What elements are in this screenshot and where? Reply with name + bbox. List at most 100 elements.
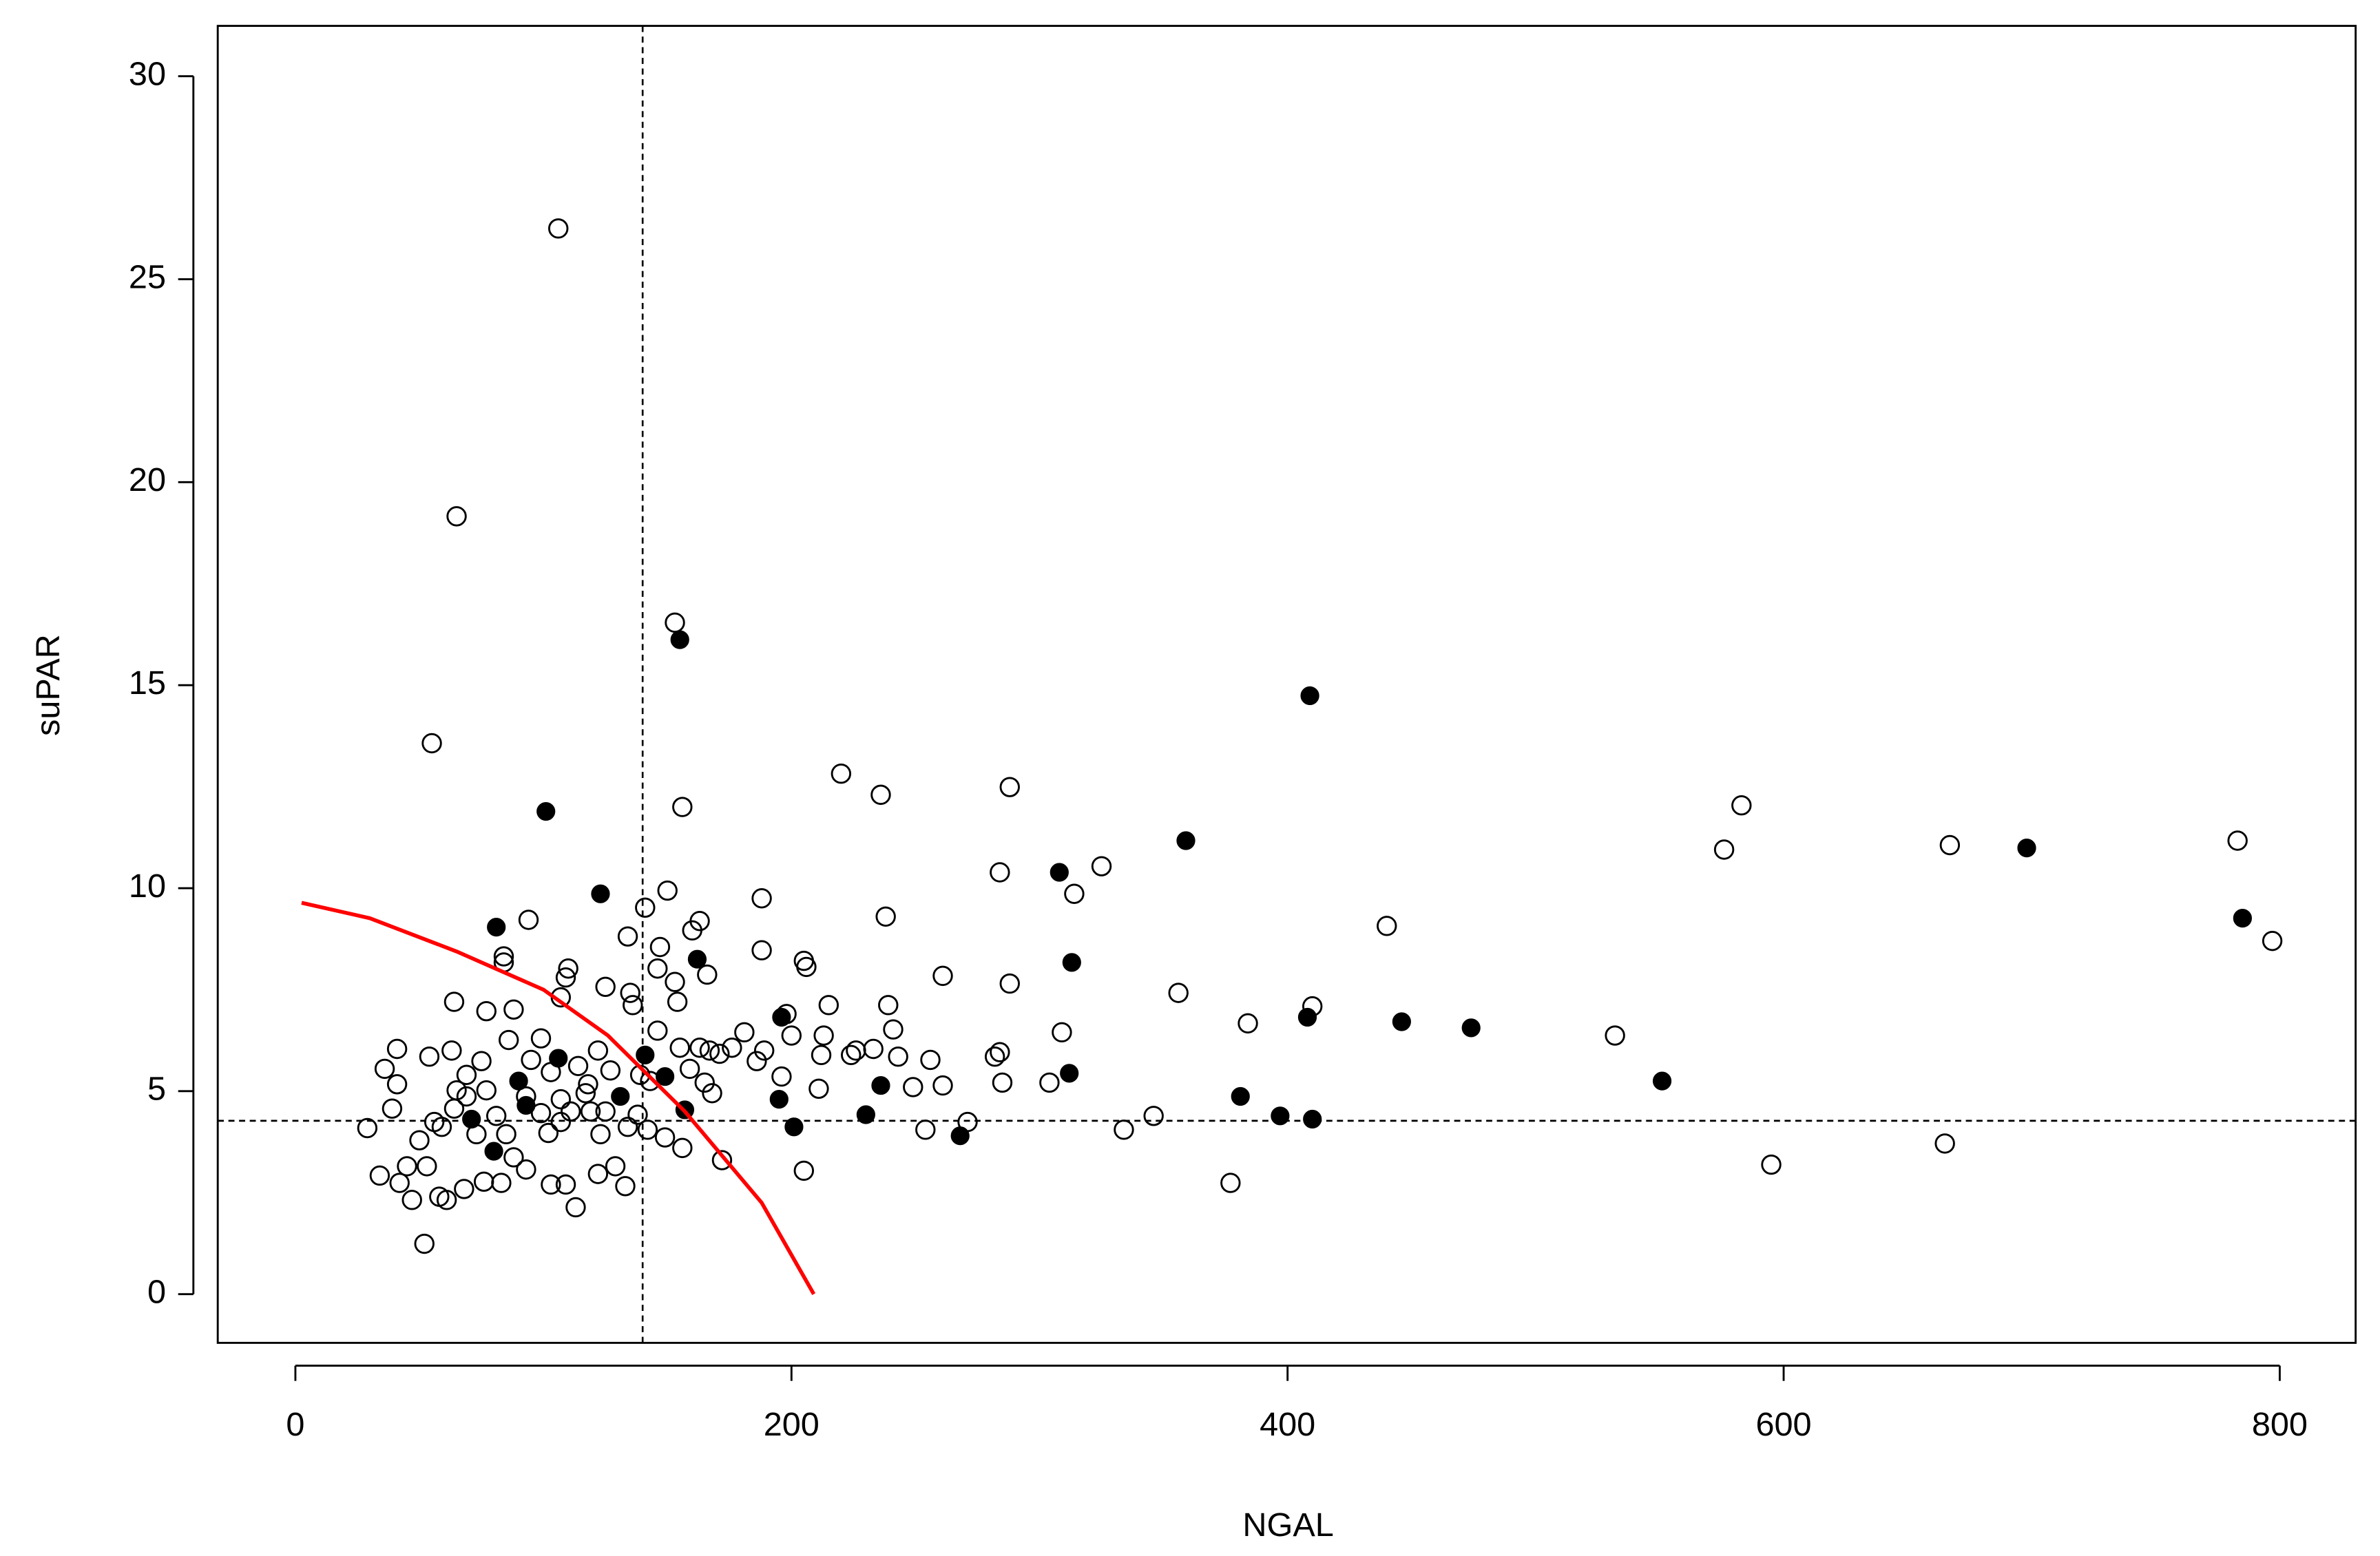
x-tick-label: 200: [764, 1406, 820, 1443]
open-point: [878, 995, 899, 1016]
y-tick-label: 30: [129, 56, 166, 93]
filled-point: [462, 1109, 481, 1129]
y-tick-label: 20: [129, 461, 166, 498]
filled-point: [2233, 909, 2252, 928]
open-point: [417, 1156, 437, 1177]
x-tick-label: 800: [2252, 1406, 2308, 1443]
open-point: [679, 1058, 700, 1080]
open-point: [793, 1160, 815, 1181]
open-point: [397, 1156, 417, 1177]
open-point: [870, 784, 891, 806]
open-point: [565, 1197, 586, 1218]
open-point: [550, 1111, 572, 1133]
x-tick-label: 400: [1260, 1406, 1315, 1443]
open-point: [620, 982, 640, 1003]
filled-point: [636, 1045, 655, 1064]
open-point: [436, 1190, 457, 1210]
open-point: [386, 1038, 408, 1060]
open-point: [1091, 856, 1112, 876]
open-point: [1114, 1119, 1134, 1140]
open-point: [863, 1038, 884, 1060]
open-point: [1220, 1173, 1241, 1193]
open-point: [561, 1101, 581, 1122]
open-point: [2227, 830, 2248, 851]
open-point: [374, 1058, 395, 1080]
open-point: [699, 1040, 720, 1061]
open-point: [414, 1233, 435, 1254]
filled-point: [871, 1075, 890, 1095]
filled-point: [1060, 1064, 1079, 1083]
open-point: [846, 1040, 866, 1061]
open-point: [711, 1150, 733, 1170]
open-point: [635, 897, 656, 918]
open-point: [1934, 1133, 1955, 1154]
open-point: [530, 1028, 552, 1049]
open-point: [665, 971, 685, 992]
open-point: [476, 1000, 497, 1022]
open-point: [498, 1029, 519, 1051]
open-point: [672, 1137, 693, 1159]
filled-point: [536, 801, 556, 821]
filled-point: [591, 884, 610, 903]
filled-point: [487, 918, 506, 937]
open-point: [811, 1044, 832, 1066]
open-point: [1039, 1072, 1060, 1093]
open-point: [600, 1060, 621, 1081]
filled-point: [784, 1117, 804, 1137]
open-point: [841, 1044, 862, 1066]
open-point: [605, 1156, 626, 1177]
open-point: [647, 1020, 668, 1041]
open-point: [751, 888, 772, 909]
open-point: [702, 1083, 722, 1104]
filled-point: [687, 949, 707, 969]
open-point: [1605, 1025, 1625, 1046]
filled-point: [549, 1049, 568, 1068]
open-point: [443, 991, 465, 1012]
open-point: [401, 1190, 422, 1210]
filled-point: [856, 1105, 875, 1124]
x-axis-label: NGAL: [1242, 1506, 1333, 1544]
open-point: [654, 1127, 676, 1148]
x-tick-label: 0: [286, 1406, 304, 1443]
open-point: [548, 218, 569, 239]
open-point: [530, 1102, 552, 1124]
open-point: [818, 995, 839, 1016]
open-point: [491, 1173, 512, 1193]
open-point: [753, 1040, 775, 1061]
open-point: [456, 1086, 477, 1107]
open-point: [999, 777, 1020, 797]
open-point: [796, 956, 817, 978]
filled-point: [656, 1067, 675, 1086]
open-point: [667, 991, 688, 1012]
plot-frame: [216, 25, 2357, 1344]
open-point: [672, 797, 693, 817]
filled-point: [769, 1090, 789, 1109]
open-point: [516, 1159, 536, 1180]
open-point: [590, 1124, 611, 1145]
filled-point: [2017, 839, 2036, 858]
filled-point: [1050, 863, 1069, 882]
open-point: [623, 995, 643, 1016]
open-point: [382, 1098, 403, 1119]
open-point: [831, 764, 852, 784]
open-point: [627, 1104, 648, 1125]
filled-point: [611, 1086, 630, 1106]
open-point: [617, 926, 638, 947]
open-point: [421, 733, 442, 754]
open-point: [441, 1040, 462, 1061]
open-point: [595, 1101, 616, 1122]
open-point: [694, 1072, 715, 1093]
open-point: [595, 976, 616, 997]
filled-point: [1652, 1071, 1672, 1091]
open-point: [575, 1083, 596, 1104]
open-point: [990, 862, 1010, 883]
filled-point: [1303, 1109, 1322, 1129]
open-point: [389, 1173, 410, 1193]
open-point: [999, 973, 1020, 994]
open-point: [697, 964, 718, 985]
open-point: [1052, 1022, 1072, 1043]
open-point: [518, 910, 539, 930]
open-point: [932, 1075, 953, 1096]
